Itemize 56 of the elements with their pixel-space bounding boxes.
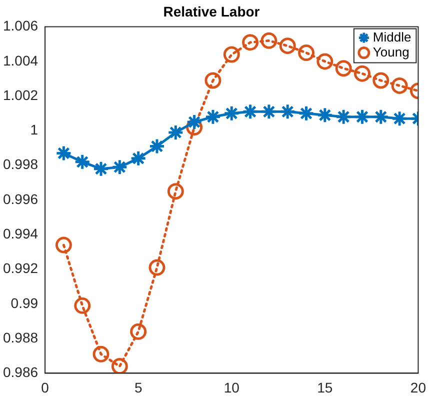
point <box>279 103 296 120</box>
point <box>391 110 408 127</box>
legend-label: Middle <box>372 29 412 44</box>
y-tick-label: 0.988 <box>2 329 38 346</box>
point <box>130 150 147 167</box>
y-tick-label: 0.99 <box>10 294 38 311</box>
point <box>242 34 259 51</box>
point <box>391 77 408 94</box>
point <box>242 103 259 120</box>
point <box>111 358 128 374</box>
point <box>260 103 278 120</box>
point <box>335 60 352 77</box>
point <box>92 346 110 362</box>
point <box>92 160 110 178</box>
point <box>298 105 315 122</box>
x-tick-label: 0 <box>41 379 50 396</box>
x-tick-label: 15 <box>317 379 333 396</box>
point <box>111 158 128 176</box>
chart-title: Relative Labor <box>163 3 260 20</box>
point <box>372 108 390 126</box>
y-tick-label: 0.996 <box>2 190 38 207</box>
point <box>167 124 184 141</box>
x-tick-label: 10 <box>224 379 240 396</box>
legend-label: Young <box>372 44 410 60</box>
y-tick-label: 1.004 <box>2 52 38 68</box>
point <box>354 108 370 126</box>
point <box>148 259 166 276</box>
y-tick-label: 1.002 <box>2 86 38 103</box>
point <box>55 144 72 162</box>
point <box>186 114 203 130</box>
point <box>316 53 334 70</box>
point <box>167 183 184 200</box>
point <box>130 323 147 340</box>
y-tick-label: 0.992 <box>2 260 38 276</box>
x-tick-label: 5 <box>134 379 142 396</box>
y-tick-label: 0.998 <box>2 156 38 172</box>
point <box>316 106 334 124</box>
point <box>55 236 72 254</box>
point <box>223 105 240 122</box>
point <box>204 108 222 126</box>
point <box>260 32 278 49</box>
point <box>204 72 222 89</box>
point <box>298 44 315 62</box>
point <box>74 154 91 170</box>
y-tick-label: 0.994 <box>2 226 38 242</box>
point <box>335 108 352 126</box>
point <box>372 72 390 89</box>
y-tick-label: 0.986 <box>2 364 38 380</box>
y-tick-label: 1.006 <box>2 18 38 34</box>
point <box>148 138 166 155</box>
point <box>354 65 370 82</box>
y-tick-label: 1 <box>30 122 38 138</box>
x-tick-label: 20 <box>410 379 426 396</box>
point <box>223 46 240 63</box>
point <box>74 297 91 314</box>
point <box>279 38 296 54</box>
